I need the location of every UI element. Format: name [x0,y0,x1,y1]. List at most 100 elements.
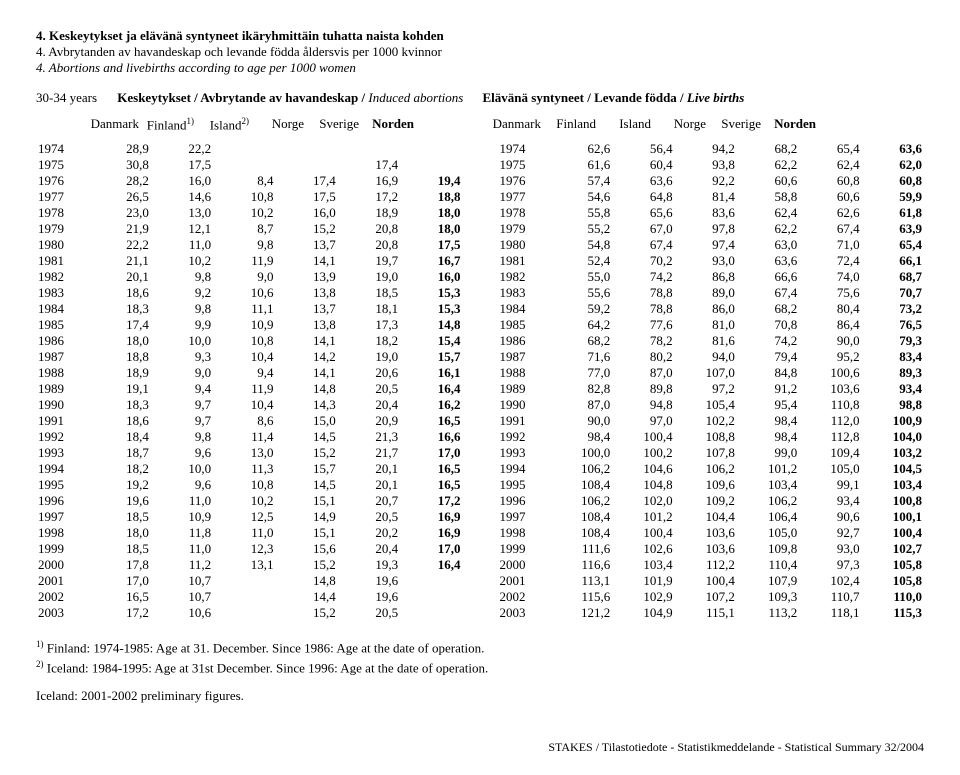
cell: 74,0 [799,269,861,285]
cell: 63,6 [612,173,674,189]
cell: 9,7 [151,413,213,429]
cell: 1974 [497,141,549,157]
cell: 14,5 [275,429,337,445]
cell: 1994 [497,461,549,477]
cell: 18,9 [88,365,150,381]
cell: 113,1 [550,573,612,589]
cell: 14,6 [151,189,213,205]
cell: 73,2 [862,301,924,317]
cell: 17,4 [275,173,337,189]
cell [462,333,497,349]
table-row: 199818,011,811,015,120,216,91998108,4100… [36,525,924,541]
cell: 89,3 [862,365,924,381]
cell [462,541,497,557]
title-fi: 4. Keskeytykset ja elävänä syntyneet ikä… [36,28,924,44]
cell: 15,3 [400,301,462,317]
cell [462,605,497,621]
cell: 2002 [497,589,549,605]
cell [462,317,497,333]
sub-heading: 30-34 years Keskeytykset / Avbrytande av… [36,90,924,106]
cell: 14,8 [275,573,337,589]
cell: 15,4 [400,333,462,349]
cell: 105,8 [862,557,924,573]
cell: 76,5 [862,317,924,333]
cell: 81,6 [675,333,737,349]
cell [462,173,497,189]
cell: 10,6 [151,605,213,621]
cell: 16,0 [275,205,337,221]
cell: 17,0 [88,573,150,589]
cell: 94,0 [675,349,737,365]
cell: 19,7 [338,253,400,269]
cell: 8,4 [213,173,275,189]
cell: 104,0 [862,429,924,445]
cell: 11,0 [151,237,213,253]
cell [462,477,497,493]
cell: 18,4 [88,429,150,445]
cell [462,205,497,221]
cell: 18,0 [400,221,462,237]
cell: 62,6 [799,205,861,221]
cell: 115,6 [550,589,612,605]
cell: 110,4 [737,557,799,573]
cell: 98,4 [737,429,799,445]
cell: 16,6 [400,429,462,445]
cell: 28,2 [88,173,150,189]
table-row: 197726,514,610,817,517,218,8197754,664,8… [36,189,924,205]
cell: 1992 [497,429,549,445]
cell: 10,2 [213,205,275,221]
cell: 19,6 [338,573,400,589]
cell [462,349,497,365]
cell [462,461,497,477]
cell: 16,4 [400,381,462,397]
cell: 102,2 [675,413,737,429]
cell: 14,1 [275,333,337,349]
cell: 21,7 [338,445,400,461]
cell: 15,2 [275,221,337,237]
cell: 55,8 [550,205,612,221]
cell: 1995 [36,477,88,493]
cell: 2001 [497,573,549,589]
cell: 107,8 [675,445,737,461]
cell: 60,6 [737,173,799,189]
cell: 94,2 [675,141,737,157]
cell: 112,0 [799,413,861,429]
cell: 77,6 [612,317,674,333]
cell: 10,6 [213,285,275,301]
cell: 97,4 [675,237,737,253]
cell: 105,0 [737,525,799,541]
table-row: 199318,79,613,015,221,717,01993100,0100,… [36,445,924,461]
cell: 59,9 [862,189,924,205]
cell: 20,5 [338,381,400,397]
cell: 14,5 [275,477,337,493]
cell: 106,4 [737,509,799,525]
cell: 20,8 [338,237,400,253]
cell: 104,6 [612,461,674,477]
cell: 1996 [36,493,88,509]
cell [400,141,462,157]
col-danmark-2: Danmark [486,116,541,133]
table-row: 197921,912,18,715,220,818,0197955,267,09… [36,221,924,237]
cell: 18,9 [338,205,400,221]
cell [213,605,275,621]
cell: 17,0 [400,445,462,461]
cell: 107,0 [675,365,737,381]
cell: 15,1 [275,493,337,509]
cell: 80,4 [799,301,861,317]
table-row: 198318,69,210,613,818,515,3198355,678,88… [36,285,924,301]
cell: 16,5 [88,589,150,605]
cell: 20,5 [338,509,400,525]
cell: 84,8 [737,365,799,381]
cell [462,445,497,461]
cell: 62,4 [799,157,861,173]
cell: 74,2 [612,269,674,285]
cell: 106,2 [675,461,737,477]
cell: 17,4 [338,157,400,173]
cell: 11,9 [213,253,275,269]
cell: 67,0 [612,221,674,237]
cell: 93,4 [862,381,924,397]
cell: 99,1 [799,477,861,493]
cell: 1983 [36,285,88,301]
cell [462,157,497,173]
cell: 62,6 [550,141,612,157]
